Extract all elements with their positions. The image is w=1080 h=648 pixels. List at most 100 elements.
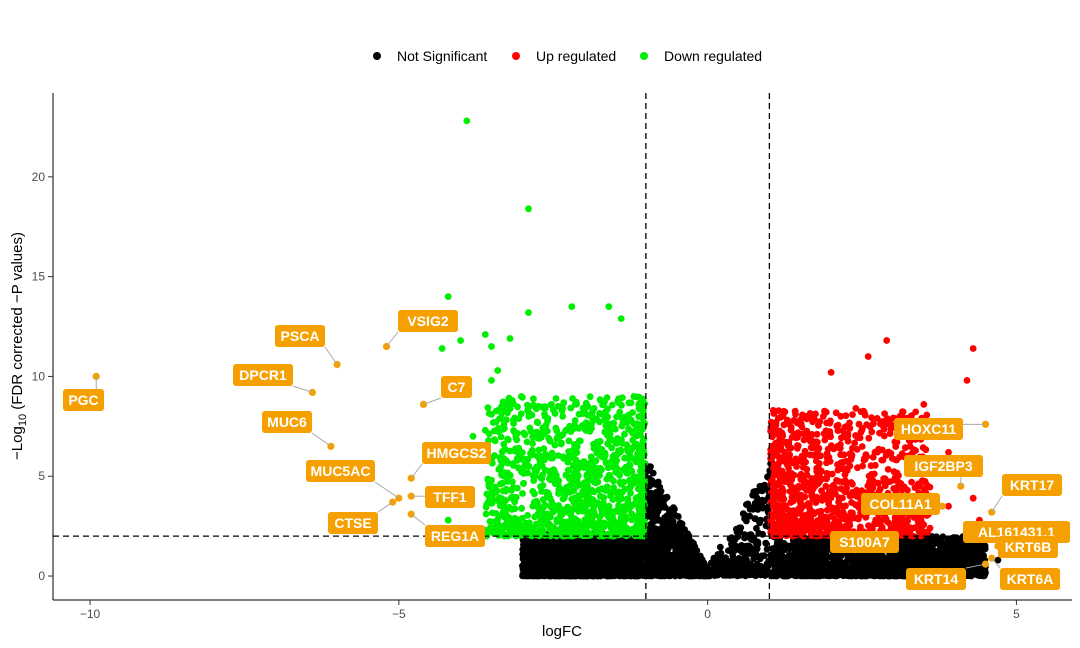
not-significant-point bbox=[529, 572, 537, 580]
not-significant-point bbox=[727, 565, 735, 573]
not-significant-point bbox=[615, 547, 623, 555]
down-regulated-point bbox=[535, 446, 543, 454]
not-significant-point bbox=[896, 572, 903, 580]
not-significant-point bbox=[726, 535, 734, 543]
legend-label-not-significant: Not Significant bbox=[397, 48, 487, 64]
not-significant-point bbox=[558, 551, 566, 559]
not-significant-point bbox=[739, 564, 747, 572]
not-significant-point bbox=[814, 543, 822, 551]
not-significant-point bbox=[571, 565, 579, 573]
not-significant-point bbox=[874, 562, 882, 570]
not-significant-point bbox=[535, 558, 542, 566]
not-significant-point bbox=[585, 559, 592, 567]
not-significant-point bbox=[678, 562, 686, 569]
not-significant-point bbox=[537, 545, 545, 553]
not-significant-point bbox=[556, 572, 564, 580]
not-significant-point bbox=[685, 532, 693, 540]
not-significant-point bbox=[582, 547, 589, 554]
not-significant-point bbox=[749, 505, 757, 513]
not-significant-point bbox=[829, 553, 837, 561]
not-significant-point bbox=[564, 545, 572, 552]
not-significant-point bbox=[833, 560, 841, 567]
not-significant-point bbox=[977, 553, 984, 561]
legend-swatch-up-regulated bbox=[512, 52, 520, 60]
not-significant-point bbox=[670, 511, 678, 518]
not-significant-point bbox=[939, 546, 947, 554]
not-significant-point bbox=[571, 572, 578, 579]
not-significant-point bbox=[864, 554, 871, 561]
not-significant-point bbox=[672, 537, 680, 545]
not-significant-point bbox=[841, 568, 848, 576]
not-significant-point bbox=[720, 567, 728, 574]
down-regulated-point bbox=[627, 489, 634, 497]
not-significant-point bbox=[657, 541, 665, 549]
legend-swatch-down-regulated bbox=[640, 52, 648, 60]
not-significant-point bbox=[779, 555, 787, 562]
not-significant-point bbox=[674, 547, 682, 555]
not-significant-point bbox=[666, 520, 674, 528]
not-significant-point bbox=[574, 557, 582, 565]
not-significant-point bbox=[916, 545, 924, 552]
not-significant-point bbox=[978, 571, 986, 578]
legend: Not Significant Up regulated Down regula… bbox=[373, 48, 762, 64]
not-significant-point bbox=[631, 560, 639, 568]
not-significant-point bbox=[526, 565, 534, 573]
not-significant-point bbox=[741, 512, 749, 519]
not-significant-point bbox=[655, 516, 662, 524]
not-significant-point bbox=[902, 540, 910, 548]
down-regulated-point bbox=[530, 395, 537, 403]
not-significant-point bbox=[967, 558, 975, 566]
not-significant-point bbox=[654, 563, 662, 571]
not-significant-point bbox=[868, 560, 876, 568]
not-significant-point bbox=[736, 525, 744, 532]
not-significant-point bbox=[799, 569, 806, 577]
not-significant-point bbox=[898, 555, 906, 563]
down-regulated-point bbox=[519, 490, 526, 497]
not-significant-point bbox=[697, 566, 705, 573]
not-significant-point bbox=[619, 553, 627, 561]
not-significant-point bbox=[684, 568, 691, 575]
not-significant-point bbox=[969, 569, 976, 576]
not-significant-point bbox=[875, 556, 882, 563]
not-significant-point bbox=[752, 487, 760, 495]
not-significant-point bbox=[807, 571, 815, 579]
not-significant-point bbox=[648, 561, 656, 568]
not-significant-point bbox=[748, 536, 756, 544]
not-significant-point bbox=[655, 488, 663, 495]
not-significant-point bbox=[603, 566, 611, 574]
not-significant-point bbox=[647, 463, 654, 471]
not-significant-point bbox=[529, 550, 537, 557]
not-significant-point bbox=[688, 538, 695, 546]
not-significant-point bbox=[684, 550, 691, 558]
not-significant-point bbox=[557, 544, 565, 552]
not-significant-point bbox=[652, 552, 660, 559]
not-significant-point bbox=[941, 560, 949, 567]
not-significant-point bbox=[691, 546, 698, 554]
not-significant-point bbox=[610, 566, 618, 574]
not-significant-point bbox=[561, 558, 569, 566]
not-significant-point bbox=[822, 572, 830, 579]
not-significant-point bbox=[738, 548, 746, 556]
not-significant-point bbox=[534, 537, 542, 545]
not-significant-point bbox=[795, 546, 802, 553]
not-significant-point bbox=[537, 553, 545, 560]
not-significant-point bbox=[773, 539, 781, 547]
not-significant-point bbox=[675, 567, 682, 575]
not-significant-point bbox=[639, 561, 646, 568]
legend-label-up-regulated: Up regulated bbox=[536, 48, 616, 64]
not-significant-point bbox=[716, 543, 724, 551]
not-significant-point bbox=[731, 560, 739, 568]
legend-swatch-not-significant bbox=[373, 52, 381, 60]
not-significant-point bbox=[641, 567, 648, 575]
not-significant-point bbox=[845, 554, 853, 562]
not-significant-point bbox=[635, 549, 643, 557]
not-significant-point bbox=[696, 571, 703, 579]
not-significant-point bbox=[584, 567, 592, 575]
not-significant-point bbox=[652, 480, 660, 487]
not-significant-point bbox=[753, 545, 761, 553]
not-significant-point bbox=[851, 560, 859, 567]
not-significant-point bbox=[520, 545, 527, 552]
not-significant-point bbox=[761, 572, 769, 579]
not-significant-point bbox=[630, 572, 637, 579]
not-significant-point bbox=[625, 570, 632, 578]
